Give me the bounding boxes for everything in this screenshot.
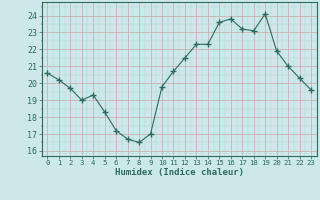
X-axis label: Humidex (Indice chaleur): Humidex (Indice chaleur) [115,168,244,177]
